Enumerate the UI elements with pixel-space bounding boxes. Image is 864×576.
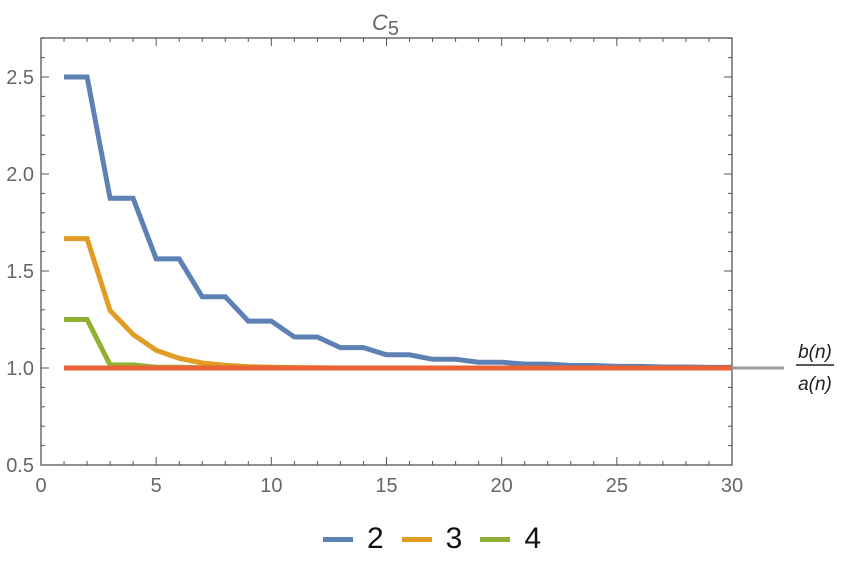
- plot-border: [40, 37, 733, 466]
- x-tick-label: 0: [35, 475, 46, 497]
- series-line-2: [64, 74, 732, 370]
- series-lines: [64, 74, 732, 371]
- x-tick-label: 20: [491, 475, 513, 497]
- y-tick-label: 1.5: [6, 261, 34, 283]
- title-main: C: [372, 10, 388, 35]
- x-tick-label: 15: [375, 475, 397, 497]
- x-tick-label: 25: [606, 475, 628, 497]
- y-tick-label: 2.0: [6, 164, 34, 186]
- legend-item-2: 2: [322, 522, 384, 556]
- legend-item-3: 3: [401, 522, 463, 556]
- x-tick-label: 5: [151, 475, 162, 497]
- line-chart: 0 5 10 15 20 25 300.51.01.52.02.5 C5 b(n) a(n): [6, 10, 834, 497]
- plot-frame: [40, 37, 733, 466]
- legend-swatch-icon: [480, 536, 511, 542]
- legend-swatch-icon: [401, 536, 432, 542]
- ratio-annotation: b(n) a(n): [732, 342, 834, 395]
- y-tick-label: 1.0: [6, 358, 34, 380]
- x-tick-label: 30: [721, 475, 743, 497]
- annotation-numerator: b(n): [798, 342, 832, 363]
- annotation-denominator: a(n): [798, 374, 832, 395]
- legend-label: 4: [524, 522, 542, 555]
- legend: 2 3 4: [0, 522, 864, 556]
- chart-title: C5: [372, 10, 399, 40]
- axis-ticks: 0 5 10 15 20 25 30 0.5 1.0 1.5 2.0 2.5: [6, 37, 743, 497]
- legend-swatch-icon: [322, 536, 353, 542]
- y-tick-label: 0.5: [6, 455, 34, 477]
- legend-label: 3: [445, 522, 463, 555]
- y-tick-label: 2.5: [6, 67, 34, 89]
- x-tick-label: 10: [260, 475, 282, 497]
- legend-label: 2: [366, 522, 384, 555]
- series-line-4: [64, 317, 732, 371]
- title-subscript: 5: [388, 18, 399, 40]
- legend-item-4: 4: [480, 522, 541, 556]
